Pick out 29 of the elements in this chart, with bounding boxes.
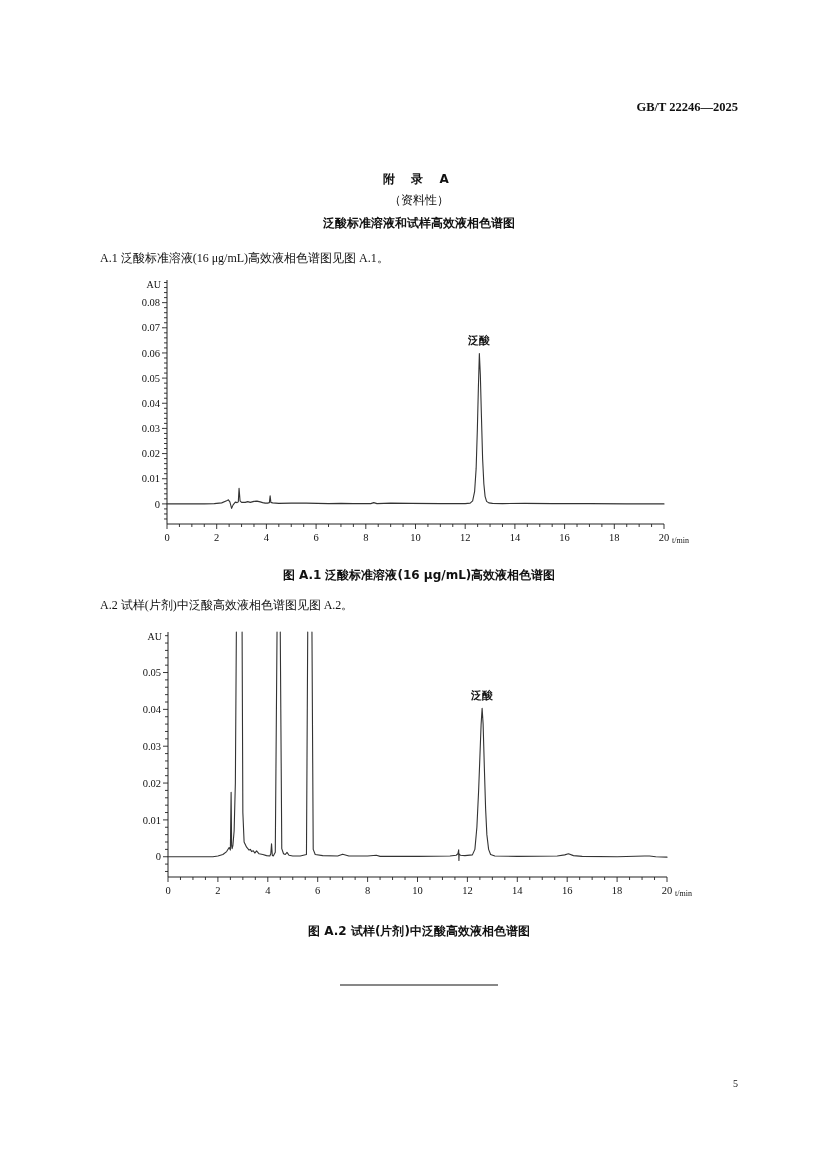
- x-tick-label: 18: [609, 532, 620, 543]
- y-tick-label: 0.04: [141, 397, 160, 409]
- annotation: GB/T 22246—2025: [636, 100, 738, 114]
- annotation: 泛酸标准溶液和试样高效液相色谱图: [323, 216, 515, 230]
- y-tick-label: 0.08: [141, 297, 160, 309]
- annotation: 附 录 A: [383, 172, 455, 186]
- y-tick-label: 0.01: [141, 473, 160, 485]
- y-tick-label: 0.05: [141, 372, 160, 384]
- title: 图 A.1 泛酸标准溶液(16 μg/mL)高效液相色谱图: [282, 568, 556, 582]
- x-tick-label: 20: [658, 532, 670, 543]
- annotation: （资料性）: [389, 193, 449, 207]
- annotation: 泛酸: [468, 334, 491, 347]
- y-tick-label: 0.06: [141, 347, 160, 359]
- x-label: t/min: [672, 536, 689, 545]
- y-tick-label: 0.02: [141, 448, 160, 460]
- x-tick-label: 10: [410, 532, 421, 543]
- y-tick-label: 0: [154, 498, 160, 510]
- y-tick-label: 0.03: [141, 423, 160, 435]
- y-label: AU: [146, 279, 161, 290]
- y-tick-label: 0.07: [141, 322, 160, 334]
- x-tick-label: 6: [313, 532, 319, 543]
- x-tick-label: 2: [214, 532, 220, 543]
- annotation: A.1 泛酸标准溶液(16 μg/mL)高效液相色谱图见图 A.1。: [100, 251, 389, 265]
- x-tick-label: 16: [559, 532, 570, 543]
- x-tick-label: 14: [509, 532, 521, 543]
- x-tick-label: 8: [363, 532, 369, 543]
- x-tick-label: 0: [164, 532, 170, 543]
- x-tick-label: 4: [263, 532, 269, 543]
- x-tick-label: 12: [459, 532, 471, 543]
